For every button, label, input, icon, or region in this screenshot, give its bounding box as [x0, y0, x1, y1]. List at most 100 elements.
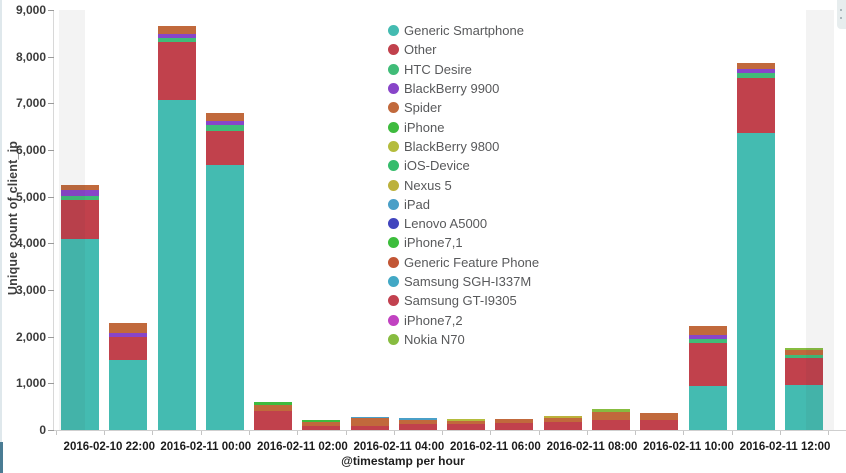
bar-segment-htc-desire[interactable]	[61, 195, 99, 201]
bar-segment-other[interactable]	[543, 422, 582, 430]
bar[interactable]	[61, 185, 99, 430]
bar[interactable]	[302, 419, 341, 430]
bar-segment-spider[interactable]	[495, 418, 534, 423]
bar-segment-ipad[interactable]	[398, 418, 437, 421]
bar[interactable]	[640, 413, 679, 430]
bar[interactable]	[157, 26, 196, 430]
bar-segment-other[interactable]	[254, 411, 293, 430]
legend-item[interactable]: Nokia N70	[388, 330, 539, 349]
bar-segment-other[interactable]	[736, 77, 775, 133]
bar-segment-spider[interactable]	[688, 325, 727, 335]
bar-segment-spider[interactable]	[109, 322, 148, 334]
legend-item[interactable]: iPhone7,1	[388, 233, 539, 252]
bar[interactable]	[495, 418, 534, 430]
bar-segment-htc-desire[interactable]	[785, 354, 824, 359]
bar-segment-other[interactable]	[495, 423, 534, 430]
bar[interactable]	[543, 415, 582, 430]
bar-segment-spider[interactable]	[302, 422, 341, 426]
legend-item[interactable]: iPhone7,2	[388, 310, 539, 329]
bar-segment-other[interactable]	[205, 130, 244, 166]
legend-item[interactable]: Generic Feature Phone	[388, 253, 539, 272]
bar-segment-htc-desire[interactable]	[157, 37, 196, 42]
panel-left-edge	[0, 0, 2, 473]
bar-segment-spider[interactable]	[543, 417, 582, 423]
bar-segment-spider[interactable]	[591, 411, 630, 421]
bar-segment-nokia-n70[interactable]	[785, 347, 824, 351]
bar-segment-blackberry-9900[interactable]	[205, 120, 244, 125]
bar-segment-spider[interactable]	[254, 404, 293, 412]
bar[interactable]	[447, 419, 486, 430]
legend-item[interactable]: Lenovo A5000	[388, 214, 539, 233]
legend-item[interactable]: HTC Desire	[388, 60, 539, 79]
legend-item[interactable]: Other	[388, 40, 539, 59]
x-tick-label: 2016-02-11 00:00	[160, 441, 252, 453]
bar[interactable]	[109, 322, 148, 430]
x-tick-label: 2016-02-11 10:00	[643, 441, 734, 453]
bar-segment-iphone[interactable]	[302, 419, 341, 423]
bar-segment-generic-smartphone[interactable]	[157, 100, 196, 430]
legend-item[interactable]: iPhone	[388, 117, 539, 136]
bar-segment-other[interactable]	[785, 358, 824, 385]
bar-segment-htc-desire[interactable]	[688, 338, 727, 343]
bar[interactable]	[591, 409, 630, 430]
bar-segment-generic-smartphone[interactable]	[109, 359, 148, 430]
bar-segment-generic-smartphone[interactable]	[61, 238, 99, 430]
bar-segment-nexus-5[interactable]	[543, 415, 582, 418]
bar-segment-iphone[interactable]	[254, 402, 293, 405]
x-tick-label: 2016-02-11 06:00	[450, 441, 541, 453]
bar[interactable]	[736, 63, 775, 430]
bar-segment-generic-smartphone[interactable]	[785, 384, 824, 430]
bar-segment-htc-desire[interactable]	[205, 124, 244, 131]
bar-segment-spider[interactable]	[61, 185, 99, 190]
bar-segment-spider[interactable]	[736, 63, 775, 70]
bar-segment-htc-desire[interactable]	[736, 73, 775, 78]
bar-segment-other[interactable]	[302, 425, 341, 430]
bar-segment-spider[interactable]	[205, 112, 244, 121]
bar[interactable]	[254, 402, 293, 430]
legend-item[interactable]: BlackBerry 9800	[388, 137, 539, 156]
legend-item[interactable]: iPad	[388, 195, 539, 214]
legend-item[interactable]: Samsung GT-I9305	[388, 291, 539, 310]
legend-item[interactable]: Nexus 5	[388, 175, 539, 194]
bar-segment-spider[interactable]	[350, 418, 389, 426]
bar-segment-other[interactable]	[640, 419, 679, 430]
bar-segment-other[interactable]	[447, 423, 486, 430]
bar-segment-spider[interactable]	[785, 350, 824, 355]
legend-item[interactable]: BlackBerry 9900	[388, 79, 539, 98]
bar-segment-blackberry-9900[interactable]	[736, 69, 775, 74]
bar-segment-other[interactable]	[688, 342, 727, 386]
bar-segment-other[interactable]	[61, 200, 99, 239]
bar[interactable]	[205, 112, 244, 430]
bar-segment-other[interactable]	[350, 425, 389, 430]
bar-segment-spider[interactable]	[447, 421, 486, 424]
legend-label: Samsung SGH-I337M	[404, 274, 532, 289]
bar-segment-blackberry-9800[interactable]	[447, 419, 486, 422]
panel-drag-handle-icon[interactable]	[837, 0, 846, 29]
bar-segment-other[interactable]	[157, 41, 196, 101]
legend-item[interactable]: Spider	[388, 98, 539, 117]
bar-segment-other[interactable]	[109, 336, 148, 360]
bar-segment-generic-smartphone[interactable]	[688, 385, 727, 430]
bar-segment-spider[interactable]	[157, 26, 196, 34]
bar-segment-blackberry-9900[interactable]	[157, 33, 196, 38]
bar-segment-other[interactable]	[591, 420, 630, 430]
bar[interactable]	[350, 416, 389, 430]
legend-item[interactable]: iOS-Device	[388, 156, 539, 175]
bar[interactable]	[785, 347, 824, 430]
bar-segment-spider[interactable]	[398, 420, 437, 424]
bar-segment-blackberry-9900[interactable]	[688, 334, 727, 339]
bar-segment-nokia-n70[interactable]	[591, 409, 630, 412]
bar-segment-generic-smartphone[interactable]	[736, 132, 775, 430]
bar-segment-blackberry-9900[interactable]	[61, 189, 99, 196]
legend-item[interactable]: Generic Smartphone	[388, 21, 539, 40]
bar[interactable]	[688, 325, 727, 430]
bar-segment-ipad[interactable]	[350, 416, 389, 419]
bar-segment-spider[interactable]	[640, 413, 679, 420]
bar-segment-blackberry-9900[interactable]	[109, 333, 148, 337]
legend-label: BlackBerry 9900	[404, 81, 500, 97]
bar-segment-other[interactable]	[398, 423, 437, 430]
bar[interactable]	[398, 418, 437, 430]
bar-segment-generic-smartphone[interactable]	[205, 165, 244, 430]
legend-item[interactable]: Samsung SGH-I337M	[388, 272, 539, 291]
legend-swatch-icon	[388, 44, 399, 56]
